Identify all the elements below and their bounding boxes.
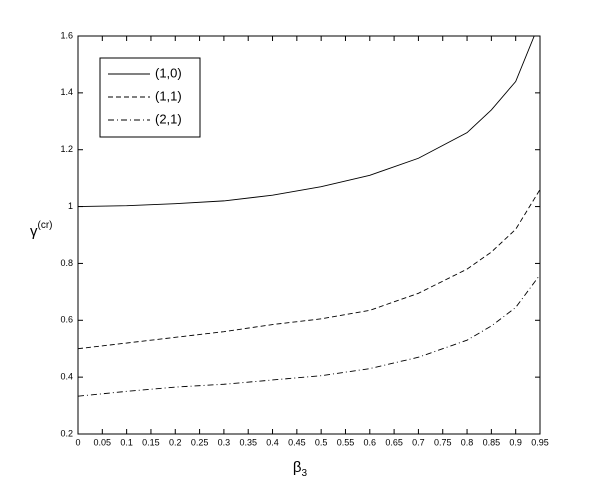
- y-label-sup: (cr): [38, 220, 53, 231]
- x-tick-label: 0.7: [412, 437, 425, 447]
- series-line: [78, 36, 535, 208]
- legend-label: (1,0): [155, 65, 182, 80]
- y-label-base: γ: [30, 223, 38, 240]
- x-tick-label: 0.5: [315, 437, 328, 447]
- legend-label: (1,1): [155, 88, 182, 103]
- plot-lines: [78, 36, 540, 397]
- y-tick-label: 0.2: [60, 428, 73, 438]
- x-tick-label: 0.15: [142, 437, 160, 447]
- x-label-sub: 3: [302, 468, 308, 479]
- x-tick-label: 0.2: [169, 437, 182, 447]
- y-tick-label: 1.6: [60, 30, 73, 40]
- x-label-base: β: [293, 459, 302, 476]
- x-tick-label: 0.35: [239, 437, 257, 447]
- x-tick-label: 0.85: [483, 437, 501, 447]
- y-tick-label: 0.6: [60, 315, 73, 325]
- legend-label: (2,1): [155, 111, 182, 126]
- x-tick-label: 0.55: [337, 437, 355, 447]
- x-tick-label: 0.75: [434, 437, 452, 447]
- x-tick-label: 0.9: [509, 437, 522, 447]
- x-tick-label: 0.45: [288, 437, 306, 447]
- x-tick-label: 0.3: [218, 437, 231, 447]
- x-tick-label: 0.65: [385, 437, 403, 447]
- x-tick-label: 0.05: [94, 437, 112, 447]
- y-tick-label: 1: [68, 201, 73, 211]
- x-tick-label: 0.4: [266, 437, 279, 447]
- x-tick-label: 0.25: [191, 437, 209, 447]
- x-tick-label: 0.6: [364, 437, 377, 447]
- x-tick-label: 0.8: [461, 437, 474, 447]
- y-tick-label: 1.2: [60, 144, 73, 154]
- y-tick-label: 0.4: [60, 372, 73, 382]
- y-axis-label: γ(cr): [30, 220, 53, 240]
- y-tick-label: 1.4: [60, 87, 73, 97]
- x-tick-label: 0: [75, 437, 80, 447]
- y-tick-label: 0.8: [60, 258, 73, 268]
- series-line: [78, 189, 540, 350]
- x-tick-label: 0.95: [531, 437, 549, 447]
- x-axis-label: β3: [293, 459, 308, 479]
- x-tick-label: 0.1: [120, 437, 133, 447]
